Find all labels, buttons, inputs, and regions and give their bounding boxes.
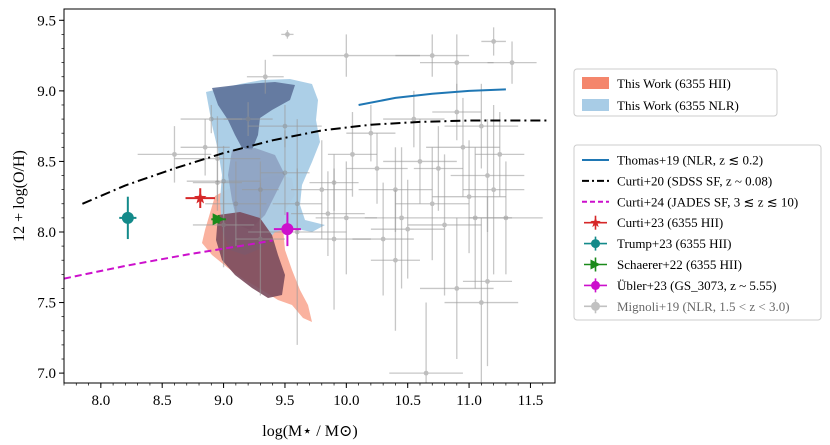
mignoli-point	[395, 34, 470, 77]
mignoli-point	[370, 189, 420, 331]
highlight-point	[119, 196, 137, 240]
highlight-point	[185, 188, 215, 208]
highlight-point	[273, 212, 301, 247]
x-tick-label: 9.5	[276, 393, 295, 409]
legend-bottom-item: Trump+23 (6355 HII)	[584, 236, 731, 251]
mignoli-point	[137, 126, 212, 183]
legend-top-item: This Work (6355 HII)	[582, 76, 731, 91]
mignoli-point	[246, 59, 284, 94]
mignoli-point	[487, 41, 537, 84]
mignoli-point	[346, 104, 396, 162]
mignoli-point	[481, 27, 506, 56]
relation-lines	[64, 88, 549, 280]
nlr-inner-contour	[212, 82, 295, 150]
mignoli-point	[248, 119, 347, 345]
mignoli-point	[444, 83, 519, 169]
legend-bottom-item: Mignoli+19 (NLR, 1.5 < z < 3.0)	[584, 299, 790, 314]
x-tick-label: 8.0	[91, 393, 110, 409]
mignoli-point	[395, 147, 470, 261]
x-tick-label: 11.0	[456, 393, 482, 409]
highlight-point	[211, 213, 227, 226]
legend-label: Curti+20 (SDSS SF, z ~ 0.08)	[617, 173, 772, 188]
mignoli-point	[462, 104, 525, 275]
mignoli-point	[281, 30, 294, 39]
mignoli-point	[364, 147, 439, 289]
mignoli-point	[352, 182, 414, 296]
y-tick-label: 8.0	[37, 225, 56, 241]
mignoli-point	[180, 104, 242, 134]
legend-label: Curti+23 (6355 HII)	[617, 215, 723, 230]
legend-top-item: This Work (6355 NLR)	[582, 98, 739, 113]
legend-bottom-box	[573, 144, 822, 321]
x-axis-label: log(M⋆ / M⊙)	[262, 423, 357, 440]
y-tick-label: 7.5	[37, 296, 56, 312]
x-tick-label: 11.5	[518, 393, 544, 409]
series-line	[358, 88, 506, 106]
legend-bottom-item: Thomas+19 (NLR, z ≲ 0.2)	[582, 153, 763, 168]
series-line	[82, 119, 549, 205]
mignoli-point	[426, 97, 500, 197]
legend-bottom-item: Curti+23 (6355 HII)	[584, 215, 723, 230]
hii-inner-contour	[216, 212, 285, 298]
mignoli-point	[180, 119, 230, 176]
legend-label: Trump+23 (6355 HII)	[617, 236, 731, 251]
legend-label: Thomas+19 (NLR, z ≲ 0.2)	[617, 153, 763, 168]
mignoli-point	[383, 90, 445, 148]
legend-bottom-item: Schaerer+22 (6355 HII)	[584, 257, 742, 272]
mignoli-point	[235, 182, 285, 296]
y-tick-label: 8.5	[37, 154, 56, 170]
legend-label: Curti+24 (JADES SF, 3 ≲ z ≲ 10)	[617, 194, 798, 209]
mignoli-point	[475, 112, 525, 197]
mignoli-point	[192, 154, 242, 211]
mignoli-point	[260, 130, 310, 216]
mignoli-point	[291, 171, 365, 256]
x-tick-label: 8.5	[153, 393, 172, 409]
mignoli-point	[192, 182, 255, 268]
mignoli-point	[432, 83, 482, 141]
mignoli-point	[444, 217, 519, 383]
highlight-points	[119, 188, 301, 247]
mignoli-point	[205, 161, 267, 247]
mignoli-point	[469, 161, 543, 275]
x-tick-label: 9.0	[214, 393, 233, 409]
mignoli-point	[370, 179, 445, 279]
mignoli-point	[389, 302, 463, 383]
mignoli-point	[462, 196, 513, 367]
mignoli-point	[291, 140, 353, 240]
mignoli-point	[346, 133, 408, 204]
mignoli-point	[419, 34, 494, 91]
mignoli-errorbars	[137, 27, 543, 383]
legend-label: Mignoli+19 (NLR, 1.5 < z < 3.0)	[617, 299, 790, 314]
x-tick-label: 10.5	[395, 393, 421, 409]
legend-label: This Work (6355 NLR)	[617, 98, 739, 113]
legend-label: Schaerer+22 (6355 HII)	[617, 257, 742, 272]
y-tick-label: 9.5	[37, 13, 56, 29]
y-tick-label: 7.0	[37, 366, 56, 382]
legend-bottom-item: Curti+24 (JADES SF, 3 ≲ z ≲ 10)	[582, 194, 798, 209]
legend-label: This Work (6355 HII)	[617, 76, 731, 91]
legend-bottom-item: Curti+20 (SDSS SF, z ~ 0.08)	[582, 173, 772, 188]
legend-bottom-item: Übler+23 (GS_3073, z ~ 5.55)	[584, 278, 777, 293]
x-axis-ticks: 8.0 8.5 9.0 9.5 10.0 10.5 11.0 11.5	[63, 383, 544, 409]
legend-label: Übler+23 (GS_3073, z ~ 5.55)	[617, 278, 777, 293]
mignoli-point	[432, 140, 506, 254]
mignoli-point	[419, 217, 494, 360]
legend-bottom: Thomas+19 (NLR, z ≲ 0.2) Curti+20 (SDSS S…	[573, 144, 822, 321]
legend-top: This Work (6355 HII) This Work (6355 NLR)	[573, 68, 778, 117]
y-tick-label: 9.0	[37, 84, 56, 100]
contour-regions	[202, 79, 325, 322]
mignoli-point	[413, 126, 463, 211]
y-axis-ticks: 7.0 7.5 8.0 8.5 9.0 9.5	[37, 13, 64, 382]
y-axis-label: 12 + log(O/H)	[11, 150, 28, 242]
x-tick-label: 10.0	[333, 393, 359, 409]
legend-top-box	[573, 68, 778, 117]
series-line	[64, 239, 273, 280]
